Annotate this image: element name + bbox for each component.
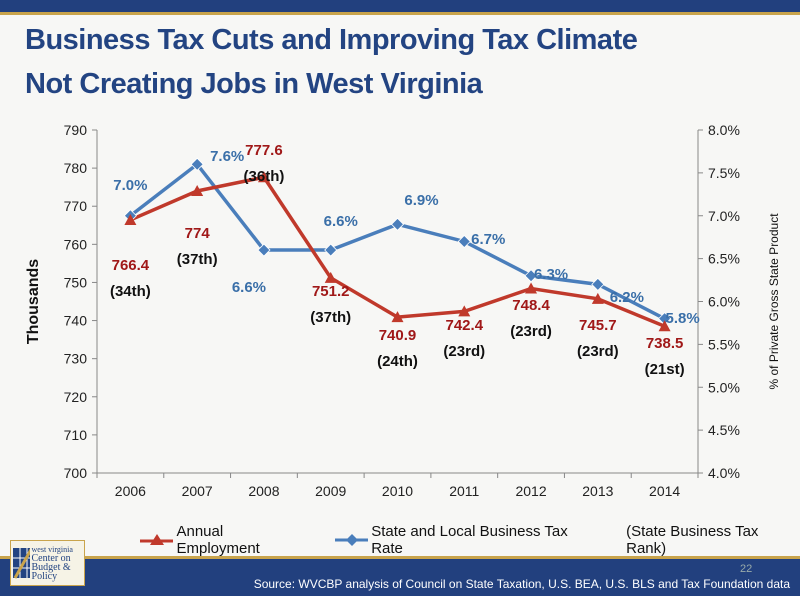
employment-data-label: 751.2 [312, 283, 350, 300]
tax-rank-label: (21st) [645, 361, 685, 378]
top-bar [0, 0, 800, 15]
legend-note: (State Business Tax Rank) [626, 523, 759, 557]
left-tick-label: 720 [64, 389, 88, 405]
left-tick-label: 750 [64, 274, 88, 290]
employment-point [458, 305, 471, 317]
tax-rate-point [524, 269, 538, 283]
bottom-bar [0, 556, 800, 596]
employment-data-label: 777.6 [245, 142, 283, 159]
right-tick-label: 7.5% [708, 165, 740, 181]
left-tick-label: 780 [64, 160, 88, 176]
logo-line-2: Center on [31, 553, 71, 564]
source-note: Source: WVCBP analysis of Council on Sta… [253, 577, 790, 591]
left-tick-label: 700 [64, 465, 88, 481]
employment-data-label: 745.7 [579, 317, 617, 334]
x-tick-label: 2013 [582, 483, 613, 499]
employment-data-label: 742.4 [446, 317, 484, 334]
employment-point [324, 271, 337, 283]
employment-point [591, 292, 604, 304]
legend: Annual Employment State and Local Busine… [140, 523, 800, 557]
logo-text: west virginia Center on Budget & Policy [31, 545, 82, 582]
left-tick-label: 730 [64, 351, 88, 367]
employment-data-label: 738.5 [646, 335, 684, 352]
tax-rank-label: (37th) [310, 309, 351, 326]
x-tick-label: 2014 [649, 483, 680, 499]
tax-rate-data-label: 6.6% [232, 279, 266, 296]
logo-line-3: Budget & Policy [31, 562, 71, 582]
tax-rate-data-label: 6.3% [534, 266, 568, 283]
blue-diamond-line-icon [334, 534, 369, 546]
employment-point [391, 311, 404, 323]
x-tick-label: 2010 [382, 483, 413, 499]
right-tick-label: 5.0% [708, 379, 740, 395]
wvcbp-logo: west virginia Center on Budget & Policy [10, 540, 85, 586]
employment-point [257, 171, 270, 183]
tax-rank-label: (23rd) [443, 343, 485, 360]
employment-data-label: 774 [185, 225, 211, 242]
x-tick-label: 2011 [449, 483, 479, 499]
tax-rate-point [591, 277, 605, 291]
left-tick-label: 790 [64, 122, 88, 138]
title-line-1: Business Tax Cuts and Improving Tax Clim… [25, 24, 638, 56]
x-tick-label: 2009 [315, 483, 346, 499]
employment-point [124, 213, 137, 225]
left-tick-label: 770 [64, 198, 88, 214]
tax-rate-data-label: 6.9% [404, 192, 438, 209]
tax-rate-data-label: 6.2% [610, 289, 644, 306]
y2-axis-title: % of Private Gross State Product [767, 213, 781, 390]
title-line-2: Not Creating Jobs in West Virginia [25, 68, 483, 100]
logo-line-1: west virginia [31, 545, 73, 554]
legend-employment-label: Annual Employment [176, 523, 260, 557]
x-tick-label: 2006 [115, 483, 146, 499]
right-tick-label: 6.0% [708, 294, 740, 310]
tax-rank-label: (24th) [377, 353, 418, 370]
legend-tax-rate: State and Local Business Tax Rate [334, 523, 600, 557]
legend-tax-rate-label: State and Local Business Tax Rate [371, 523, 568, 557]
employment-point [658, 320, 671, 332]
x-tick-label: 2007 [182, 483, 213, 499]
x-tick-label: 2012 [515, 483, 546, 499]
red-triangle-line-icon [140, 534, 174, 545]
tax-rate-point [457, 234, 471, 249]
tax-rank-label: (34th) [110, 283, 151, 300]
tax-rate-data-label: 6.6% [324, 213, 358, 230]
tax-rate-point [190, 157, 204, 171]
tax-rate-data-label: 6.7% [471, 231, 505, 248]
right-tick-label: 4.0% [708, 465, 740, 481]
y-axis-title: Thousands [25, 259, 42, 344]
right-tick-label: 4.5% [708, 422, 740, 438]
tax-rank-label: (36th) [244, 168, 285, 185]
tax-rate-point [390, 217, 405, 231]
employment-data-label: 766.4 [112, 257, 150, 274]
left-tick-label: 740 [64, 313, 88, 329]
page-title: Business Tax Cuts and Improving Tax Clim… [25, 18, 785, 106]
employment-point [525, 282, 538, 294]
tax-rate-point [257, 243, 271, 257]
tax-rate-data-label: 5.8% [666, 310, 700, 327]
logo-grid-icon [13, 548, 30, 579]
page-number: 22 [740, 563, 753, 575]
right-tick-label: 8.0% [708, 122, 740, 138]
x-tick-label: 2008 [248, 483, 279, 499]
employment-data-label: 740.9 [379, 327, 417, 344]
left-tick-label: 760 [64, 236, 88, 252]
tax-rank-label: (23rd) [510, 323, 552, 340]
right-tick-label: 6.5% [708, 251, 740, 267]
employment-point [191, 184, 204, 196]
employment-data-label: 748.4 [512, 297, 550, 314]
tax-rate-point [324, 243, 338, 257]
tax-rate-data-label: 7.0% [113, 177, 147, 194]
right-tick-label: 5.5% [708, 336, 740, 352]
right-tick-label: 7.0% [708, 208, 740, 224]
left-tick-label: 710 [64, 427, 88, 443]
legend-employment: Annual Employment [140, 523, 309, 557]
tax-rank-label: (23rd) [577, 343, 619, 360]
tax-rank-label: (37th) [177, 251, 218, 268]
tax-rate-data-label: 7.6% [210, 148, 244, 165]
